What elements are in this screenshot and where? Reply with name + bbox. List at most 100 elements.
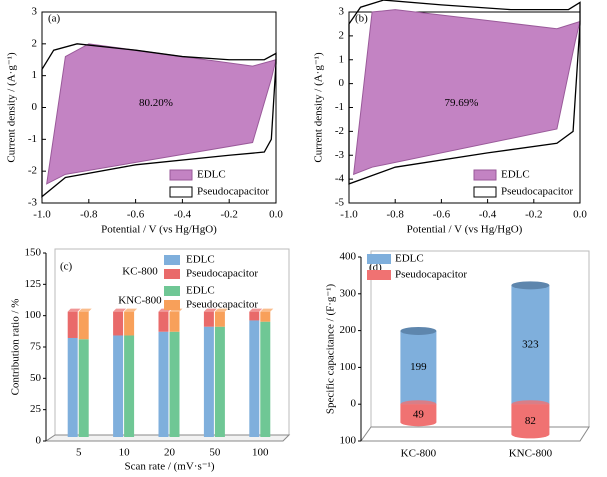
- bar-segment: [78, 311, 89, 340]
- x-tick-label: -0.8: [386, 209, 404, 221]
- y-tick-label: 1: [32, 69, 38, 81]
- y-tick-label: 0: [36, 435, 42, 447]
- legend-swatch: [473, 169, 497, 181]
- y-tick-label: 2: [32, 37, 38, 49]
- y-tick-label: 300: [340, 287, 357, 299]
- bar-segment: [249, 311, 260, 321]
- floor: [44, 434, 291, 442]
- bar-top: [260, 308, 274, 312]
- data-label: 82: [525, 415, 536, 427]
- y-tick-label: 3: [32, 6, 38, 18]
- cylinder-segment: [511, 404, 550, 435]
- floor: [360, 426, 590, 442]
- legend-swatch: [473, 186, 497, 198]
- bar-segment: [67, 311, 78, 338]
- y-axis-label: Current density / (A·g⁻¹): [6, 52, 18, 163]
- bar-segment: [260, 321, 271, 437]
- x-tick-label: -0.4: [479, 209, 497, 221]
- y-tick-label: 100: [340, 361, 357, 373]
- bar-top: [78, 308, 92, 312]
- x-tick-label: -0.2: [525, 209, 542, 221]
- legend-group: KC-800: [122, 266, 158, 278]
- x-tick-label: 100: [252, 447, 269, 459]
- cylinder-segment: [400, 404, 437, 423]
- cylinder-segment: [400, 330, 437, 405]
- x-axis-label: Potential / V (vs Hg/HgO): [101, 224, 217, 236]
- bar-segment: [124, 311, 135, 336]
- y-tick-label: -3: [28, 197, 38, 209]
- y-tick-label: 2: [339, 29, 345, 41]
- bar-segment: [113, 311, 124, 336]
- cylinder-top: [400, 326, 437, 335]
- legend-swatch: [169, 169, 193, 181]
- y-tick-label: -5: [335, 197, 345, 209]
- y-tick-label: 400: [340, 251, 357, 263]
- y-tick-label: -1: [335, 101, 344, 113]
- y-tick-label: 150: [25, 247, 42, 259]
- x-tick-label: -0.6: [127, 209, 145, 221]
- bar-segment: [78, 339, 89, 437]
- area: [353, 9, 581, 176]
- y-tick-label: 50: [30, 372, 42, 384]
- y-tick-label: 100: [25, 309, 42, 321]
- bar-segment: [158, 311, 169, 332]
- x-tick-label: 50: [209, 447, 221, 459]
- legend-group: KNC-800: [118, 295, 162, 307]
- legend-swatch: [367, 270, 391, 280]
- chart-title: (a): [48, 13, 61, 25]
- y-tick-label: -4: [335, 173, 345, 185]
- annotation: 79.69%: [445, 97, 479, 109]
- y-axis-label: Current density / (A·g⁻¹): [313, 52, 325, 163]
- legend-swatch: [164, 255, 180, 265]
- x-tick-label: -0.4: [174, 209, 192, 221]
- cylinder-top: [511, 281, 550, 290]
- x-tick-label: -0.8: [80, 209, 98, 221]
- bar-segment: [124, 335, 135, 437]
- chart-title: (b): [355, 13, 368, 25]
- y-tick-label: 3: [339, 6, 345, 18]
- y-tick-label: 75: [30, 341, 42, 353]
- y-tick-label: 200: [340, 324, 357, 336]
- y-tick-label: 25: [30, 403, 42, 415]
- x-tick-label: 0.0: [573, 209, 587, 221]
- bar-top: [67, 308, 81, 312]
- legend-label: Pseudocapacitor: [501, 186, 573, 198]
- x-tick-label: 20: [164, 447, 176, 459]
- legend-swatch: [169, 186, 193, 198]
- y-tick-label: -1: [28, 133, 37, 145]
- bar-segment: [113, 335, 124, 437]
- y-tick-label: 0: [32, 101, 38, 113]
- bar-top: [249, 308, 263, 312]
- bar-top: [203, 308, 217, 312]
- bar-segment: [67, 337, 78, 437]
- x-tick-label: KNC-800: [509, 448, 553, 460]
- legend-label: EDLC: [197, 169, 226, 181]
- legend-label: EDLC: [186, 254, 215, 266]
- bar-segment: [214, 326, 225, 437]
- data-label: 323: [522, 338, 539, 350]
- cylinder-base: [400, 418, 437, 427]
- legend-label: Pseudocapacitor: [395, 269, 467, 281]
- legend-swatch: [164, 286, 180, 296]
- y-tick-label: -2: [335, 125, 344, 137]
- chart-title: (c): [60, 261, 73, 273]
- x-axis-label: Scan rate / (mV·s⁻¹): [124, 461, 214, 473]
- legend-label: Pseudocapacitor: [186, 299, 258, 311]
- cylinder-segment: [511, 285, 550, 405]
- legend-swatch: [164, 269, 180, 279]
- area: [46, 43, 277, 185]
- legend-label: EDLC: [501, 169, 530, 181]
- y-tick-label: 100: [340, 435, 357, 447]
- data-label: 49: [413, 409, 425, 421]
- bar-segment: [203, 326, 214, 437]
- bar-segment: [249, 320, 260, 437]
- x-tick-label: -0.6: [433, 209, 451, 221]
- bar-segment: [169, 331, 180, 437]
- y-tick-label: 0: [351, 398, 357, 410]
- data-label: 199: [410, 361, 427, 373]
- x-tick-label: 5: [76, 447, 82, 459]
- y-tick-label: 0: [339, 77, 345, 89]
- y-axis-label: Specific capacitance / (F·g⁻¹): [325, 283, 337, 414]
- legend-swatch: [367, 254, 391, 264]
